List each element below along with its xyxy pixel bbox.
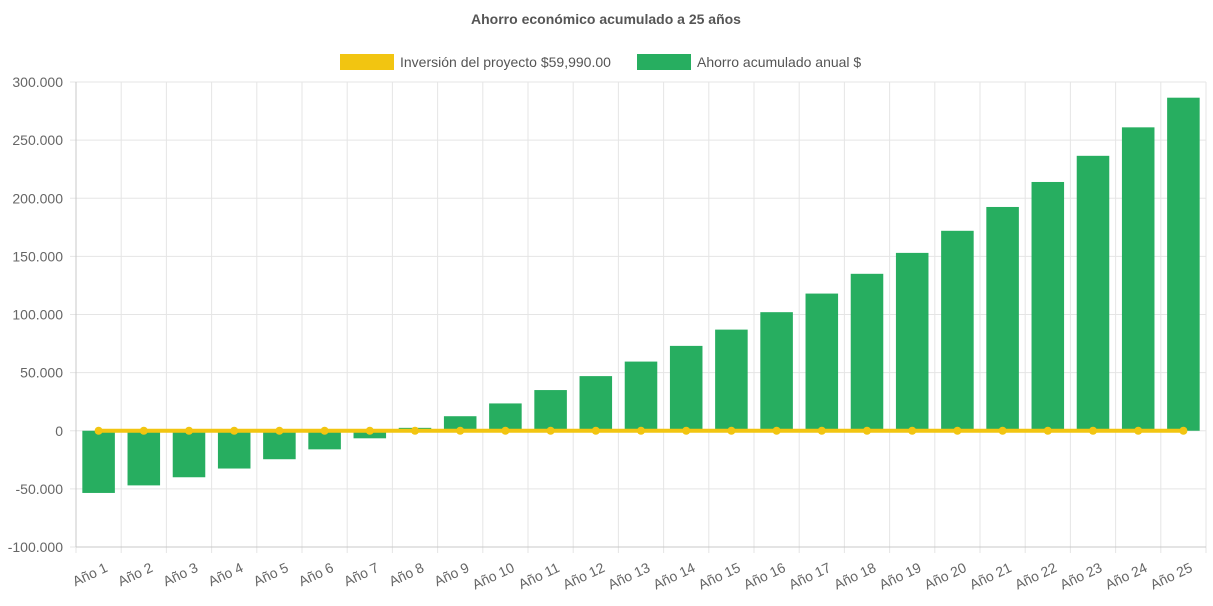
bar-ahorro-9 <box>443 416 477 431</box>
bar-ahorro-2 <box>127 430 161 486</box>
y-tick-label: -50.000 <box>16 481 64 497</box>
bar-ahorro-21 <box>986 206 1019 431</box>
point-inversion-18 <box>863 426 871 435</box>
bar-ahorro-17 <box>805 293 839 431</box>
bar-ahorro-23 <box>1076 155 1110 431</box>
point-inversion-9 <box>456 426 465 435</box>
point-inversion-16 <box>772 426 781 435</box>
x-tick-label: Año 13 <box>605 559 652 592</box>
x-tick-label: Año 25 <box>1148 559 1195 592</box>
point-inversion-19 <box>908 426 917 435</box>
bar-ahorro-19 <box>895 252 929 431</box>
y-tick-label: 50.000 <box>20 365 63 381</box>
legend: Inversión del proyecto $59,990.00 Ahorro … <box>340 54 861 70</box>
x-tick-label: Año 6 <box>296 559 336 589</box>
point-inversion-7 <box>365 426 374 435</box>
y-axis-ticks: 300.000 250.000 200.000 150.000 100.000 50.00… <box>8 74 63 555</box>
bar-ahorro-12 <box>579 376 613 431</box>
x-tick-label: Año 4 <box>206 559 246 589</box>
y-tick-label: 0 <box>55 423 63 439</box>
point-inversion-20 <box>953 426 962 435</box>
bar-ahorro-18 <box>850 273 884 431</box>
point-inversion-17 <box>817 426 826 435</box>
bar-ahorro-3 <box>172 430 206 478</box>
bar-ahorro-13 <box>624 361 658 431</box>
y-tick-label: 200.000 <box>12 190 63 206</box>
bar-ahorro-22 <box>1031 181 1065 431</box>
point-inversion-8 <box>411 426 419 435</box>
y-tick-label: 250.000 <box>12 132 63 148</box>
x-tick-label: Año 22 <box>1012 559 1059 592</box>
line-layer <box>94 426 1188 435</box>
point-inversion-3 <box>185 426 193 435</box>
y-tick-label: 300.000 <box>12 74 63 90</box>
point-inversion-22 <box>1043 426 1052 435</box>
x-tick-label: Año 16 <box>741 559 788 592</box>
point-inversion-25 <box>1179 426 1188 435</box>
bar-ahorro-10 <box>489 403 522 431</box>
point-inversion-4 <box>230 426 239 435</box>
point-inversion-14 <box>682 426 691 435</box>
legend-swatch[interactable] <box>340 54 394 70</box>
point-inversion-5 <box>275 426 284 435</box>
x-tick-label: Año 3 <box>160 559 200 589</box>
point-inversion-24 <box>1134 426 1143 435</box>
x-tick-label: Año 9 <box>432 559 472 589</box>
point-inversion-12 <box>591 426 600 435</box>
x-tick-label: Año 5 <box>251 559 291 589</box>
bar-ahorro-1 <box>82 430 115 493</box>
legend-label[interactable]: Ahorro acumulado anual $ <box>697 54 861 70</box>
x-tick-label: Año 24 <box>1102 559 1149 592</box>
point-inversion-23 <box>1089 426 1097 435</box>
point-inversion-15 <box>727 426 736 435</box>
bar-ahorro-5 <box>263 430 296 460</box>
x-tick-label: Año 18 <box>831 559 878 592</box>
y-tick-label: -100.000 <box>8 539 63 555</box>
bar-ahorro-4 <box>217 430 251 469</box>
x-tick-label: Año 8 <box>386 559 426 589</box>
x-axis-ticks: Año 1 Año 2 Año 3 Año 4 Año 5 Año 6 Año 7 Año 8… <box>70 559 1195 592</box>
point-inversion-2 <box>139 426 148 435</box>
x-tick-label: Año 12 <box>560 559 607 592</box>
point-inversion-1 <box>94 426 103 435</box>
x-tick-label: Año 2 <box>115 559 155 589</box>
legend-label[interactable]: Inversión del proyecto $59,990.00 <box>400 54 611 70</box>
x-tick-label: Año 1 <box>70 559 110 589</box>
point-inversion-6 <box>320 426 329 435</box>
x-tick-label: Año 7 <box>341 559 381 589</box>
bar-layer <box>82 97 1200 493</box>
bar-ahorro-15 <box>715 329 748 431</box>
point-inversion-11 <box>546 426 555 435</box>
x-tick-label: Año 11 <box>516 559 562 592</box>
bar-ahorro-14 <box>669 345 703 431</box>
chart-title: Ahorro económico acumulado a 25 años <box>471 11 741 27</box>
legend-swatch[interactable] <box>637 54 691 70</box>
point-inversion-10 <box>501 426 510 435</box>
bar-ahorro-24 <box>1121 127 1155 431</box>
bar-ahorro-20 <box>941 230 974 431</box>
x-tick-label: Año 23 <box>1057 559 1104 592</box>
x-tick-label: Año 21 <box>967 559 1014 592</box>
bar-ahorro-16 <box>760 312 793 431</box>
x-tick-label: Año 14 <box>650 559 697 592</box>
y-tick-label: 150.000 <box>12 248 63 264</box>
x-tick-label: Año 17 <box>786 559 833 592</box>
bar-ahorro-11 <box>534 390 567 431</box>
bar-ahorro-25 <box>1167 97 1200 431</box>
point-inversion-13 <box>637 426 645 435</box>
x-tick-label: Año 10 <box>470 559 517 592</box>
x-tick-label: Año 20 <box>922 559 969 592</box>
point-inversion-21 <box>998 426 1007 435</box>
x-tick-label: Año 19 <box>876 559 923 592</box>
bar-ahorro-6 <box>308 430 341 450</box>
grid-layer <box>70 81 1207 553</box>
y-tick-label: 100.000 <box>12 307 63 323</box>
x-tick-label: Año 15 <box>696 559 743 592</box>
